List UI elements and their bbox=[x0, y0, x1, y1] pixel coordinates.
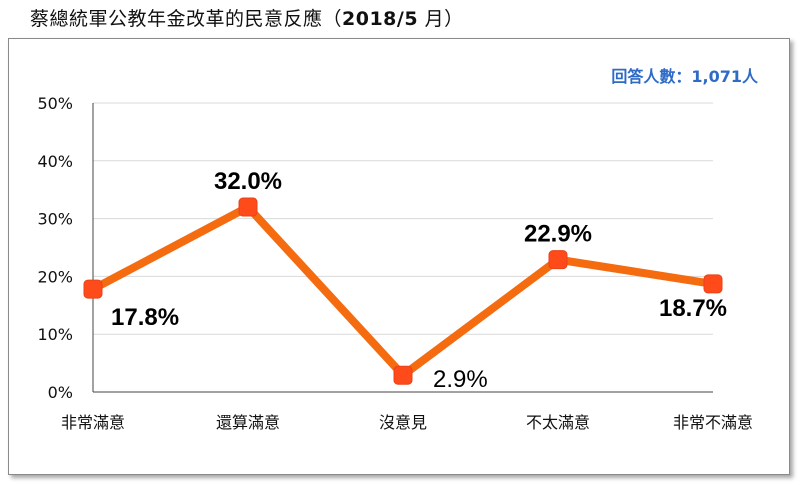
y-tick-label: 30% bbox=[37, 210, 73, 229]
x-tick-label: 沒意見 bbox=[379, 413, 427, 432]
data-label: 22.9% bbox=[524, 221, 592, 248]
data-point bbox=[548, 250, 568, 270]
chart-title-text: 蔡總統軍公教年金改革的民意反應（ bbox=[30, 8, 343, 30]
x-tick-label: 還算滿意 bbox=[216, 413, 280, 432]
y-tick-label: 20% bbox=[37, 267, 73, 286]
data-label: 17.8% bbox=[111, 304, 179, 331]
data-label: 32.0% bbox=[214, 168, 282, 195]
data-point bbox=[83, 279, 103, 299]
chart-title-suffix: 月） bbox=[418, 8, 464, 30]
data-point bbox=[238, 197, 258, 217]
y-tick-label: 40% bbox=[37, 152, 73, 171]
x-tick-label: 非常滿意 bbox=[61, 413, 125, 432]
y-tick-label: 0% bbox=[48, 383, 73, 402]
data-label: 2.9% bbox=[433, 366, 488, 393]
data-point bbox=[703, 274, 723, 294]
series-line bbox=[91, 203, 714, 380]
y-tick-label: 50% bbox=[37, 94, 73, 113]
data-point bbox=[393, 365, 413, 385]
respondent-count: 回答人數：1,071人 bbox=[611, 67, 758, 86]
x-tick-label: 非常不滿意 bbox=[673, 413, 753, 432]
chart-frame bbox=[8, 38, 790, 475]
y-tick-label: 10% bbox=[37, 325, 73, 344]
x-tick-label: 不太滿意 bbox=[526, 413, 590, 432]
data-label: 18.7% bbox=[659, 295, 727, 322]
chart-title: 蔡總統軍公教年金改革的民意反應（2018/5 月） bbox=[30, 4, 464, 31]
chart-title-date: 2018/5 bbox=[342, 8, 419, 30]
